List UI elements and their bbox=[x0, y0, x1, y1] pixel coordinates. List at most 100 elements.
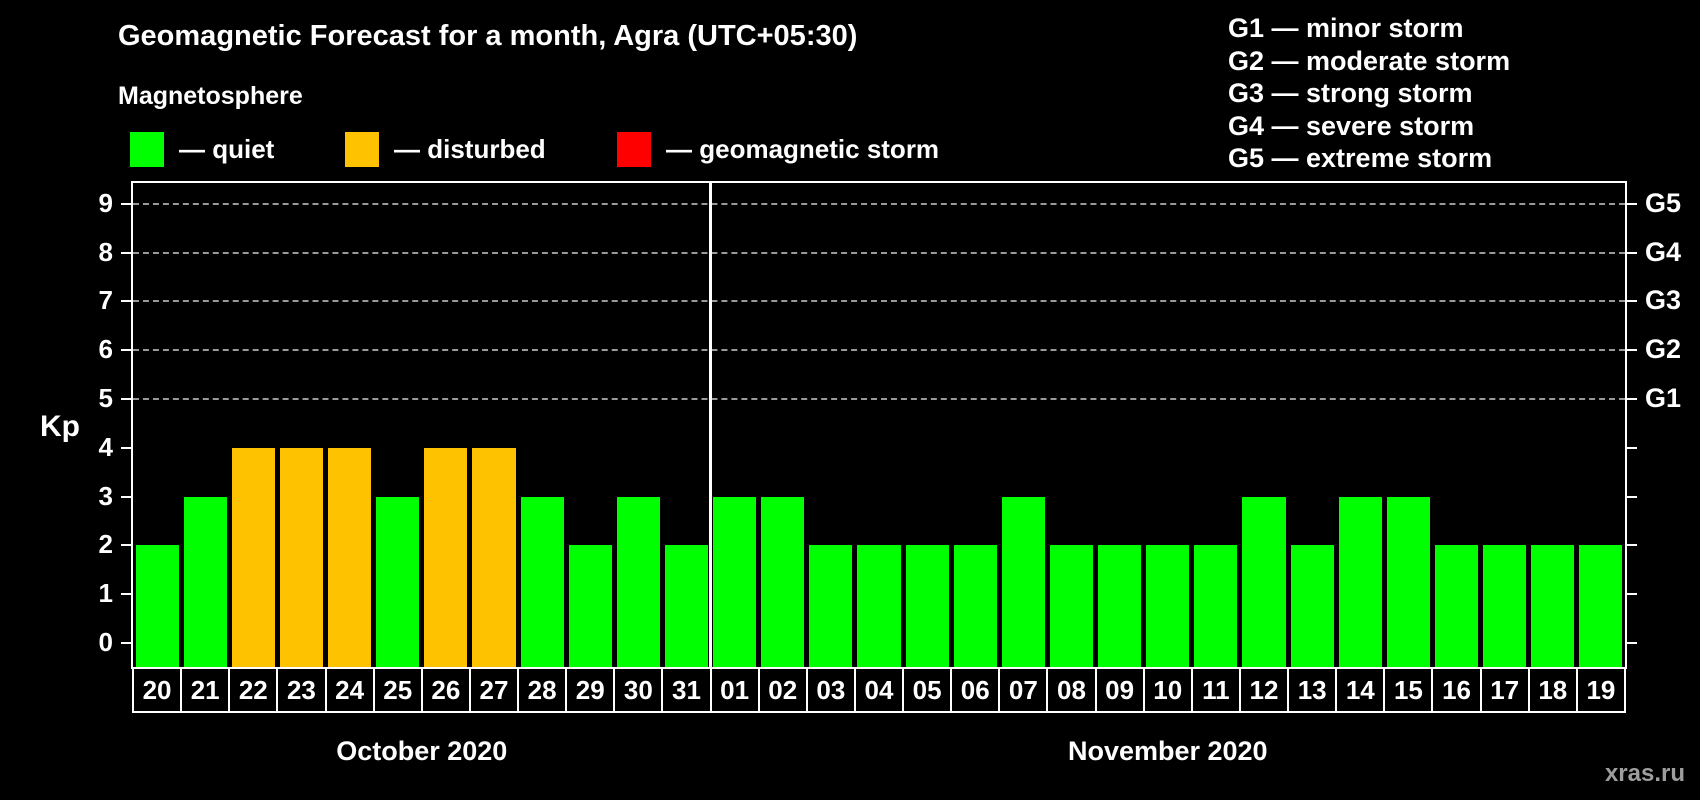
legend-item-label: — quiet bbox=[179, 134, 275, 164]
day-label-cell-november-11: 11 bbox=[1190, 667, 1241, 713]
kp-bar-october-21 bbox=[183, 496, 227, 667]
y-axis-tick-left-8 bbox=[121, 251, 133, 254]
y-axis-tick-left-3 bbox=[121, 495, 133, 498]
right-axis-label-g5: G5 bbox=[1645, 187, 1682, 218]
month-divider bbox=[709, 183, 713, 667]
kp-bar-october-22 bbox=[231, 447, 275, 667]
y-axis-tick-left-9 bbox=[121, 202, 133, 205]
y-axis-label-0: 0 bbox=[98, 627, 113, 657]
y-axis-tick-right-4 bbox=[1625, 446, 1637, 449]
kp-bar-november-04 bbox=[857, 545, 901, 667]
kp-bar-november-06 bbox=[953, 545, 997, 667]
day-label-cell-october-28: 28 bbox=[517, 667, 568, 713]
day-label-cell-november-15: 15 bbox=[1383, 667, 1434, 713]
kp-bar-november-07 bbox=[1001, 496, 1045, 667]
y-axis-label-9: 9 bbox=[98, 187, 113, 218]
y-axis-label-7: 7 bbox=[98, 285, 113, 316]
day-label-cell-october-30: 30 bbox=[613, 667, 664, 713]
kp-bar-november-12 bbox=[1242, 496, 1286, 667]
day-label-cell-november-07: 07 bbox=[998, 667, 1049, 713]
right-axis-label-g1: G1 bbox=[1645, 383, 1682, 413]
day-label-cell-october-24: 24 bbox=[324, 667, 375, 713]
kp-bar-november-05 bbox=[905, 545, 949, 667]
y-axis-tick-right-1 bbox=[1625, 593, 1637, 596]
day-label-cell-october-22: 22 bbox=[228, 667, 279, 713]
y-axis-tick-right-2 bbox=[1625, 544, 1637, 547]
day-label-cell-november-19: 19 bbox=[1575, 667, 1626, 713]
right-axis-label-g4: G4 bbox=[1645, 236, 1682, 267]
day-label-cell-november-04: 04 bbox=[853, 667, 905, 713]
kp-bar-november-02 bbox=[761, 496, 805, 667]
storm-color-swatch bbox=[617, 132, 651, 167]
watermark: xras.ru bbox=[1604, 760, 1685, 787]
y-axis-title: Kp bbox=[40, 410, 80, 443]
y-axis-label-8: 8 bbox=[98, 236, 113, 267]
y-axis-tick-right-6 bbox=[1625, 349, 1637, 352]
g-scale-legend: G1 — minor storm G2 — moderate storm G3 — … bbox=[1228, 12, 1510, 175]
legend-item-quiet: — quiet bbox=[130, 132, 274, 167]
y-axis-tick-right-9 bbox=[1625, 202, 1637, 205]
kp-bar-october-28 bbox=[520, 496, 564, 667]
kp-bar-october-29 bbox=[568, 545, 612, 667]
kp-bar-november-01 bbox=[713, 496, 757, 667]
kp-bar-october-24 bbox=[328, 447, 372, 667]
g-scale-line-3: G3 — strong storm bbox=[1228, 78, 1473, 108]
y-axis-tick-left-5 bbox=[121, 398, 133, 400]
day-label-cell-november-12: 12 bbox=[1238, 667, 1290, 713]
kp-bar-november-08 bbox=[1049, 545, 1094, 667]
day-label-cell-november-09: 09 bbox=[1094, 667, 1145, 713]
kp-bar-november-11 bbox=[1194, 545, 1238, 667]
y-axis-tick-left-4 bbox=[121, 446, 133, 449]
day-label-cell-november-17: 17 bbox=[1479, 667, 1530, 713]
kp-bar-october-30 bbox=[616, 496, 660, 667]
g-scale-line-5: G5 — extreme storm bbox=[1228, 143, 1493, 173]
day-label-cell-november-03: 03 bbox=[805, 667, 856, 713]
kp-bar-november-09 bbox=[1098, 545, 1142, 667]
g-scale-line-2: G2 — moderate storm bbox=[1228, 45, 1511, 76]
y-axis-tick-right-7 bbox=[1625, 300, 1637, 303]
y-axis-tick-left-0 bbox=[121, 642, 133, 644]
plot-frame bbox=[131, 181, 1627, 669]
day-label-cell-november-08: 08 bbox=[1046, 667, 1097, 713]
kp-bar-november-10 bbox=[1146, 545, 1190, 667]
kp-bar-october-26 bbox=[424, 447, 468, 667]
legend-item-storm: — geomagnetic storm bbox=[617, 132, 939, 167]
day-label-cell-november-02: 02 bbox=[757, 667, 808, 713]
disturbed-color-swatch bbox=[345, 132, 379, 167]
kp-bar-october-20 bbox=[135, 545, 179, 667]
y-axis-tick-left-1 bbox=[121, 593, 133, 596]
y-axis-tick-left-6 bbox=[121, 349, 133, 352]
kp-bar-november-03 bbox=[809, 545, 853, 667]
day-label-cell-october-20: 20 bbox=[132, 667, 183, 713]
day-label-cell-november-14: 14 bbox=[1335, 667, 1386, 713]
right-axis-label-g2: G2 bbox=[1645, 334, 1682, 365]
day-label-cell-november-01: 01 bbox=[709, 667, 760, 713]
day-label-cell-november-10: 10 bbox=[1142, 667, 1193, 713]
day-label-cell-november-16: 16 bbox=[1431, 667, 1482, 713]
y-axis-label-6: 6 bbox=[98, 334, 113, 365]
kp-gridline-9 bbox=[133, 202, 1625, 205]
kp-gridline-6 bbox=[133, 349, 1625, 352]
y-axis-tick-right-5 bbox=[1625, 398, 1637, 400]
day-label-cell-october-23: 23 bbox=[276, 667, 327, 713]
kp-bar-november-17 bbox=[1483, 545, 1527, 667]
g-scale-line-1: G1 — minor storm bbox=[1228, 13, 1464, 43]
kp-bar-november-13 bbox=[1290, 545, 1334, 667]
day-label-cell-october-21: 21 bbox=[180, 667, 231, 713]
y-axis-label-1: 1 bbox=[98, 578, 113, 609]
day-label-cell-october-29: 29 bbox=[565, 667, 616, 713]
day-label-cell-november-05: 05 bbox=[902, 667, 953, 713]
kp-gridline-7 bbox=[133, 300, 1625, 303]
y-axis-label-3: 3 bbox=[98, 480, 113, 511]
month-label-october: October 2020 bbox=[336, 736, 508, 766]
kp-bar-october-23 bbox=[279, 447, 323, 667]
day-label-cell-november-18: 18 bbox=[1527, 667, 1578, 713]
y-axis-tick-right-0 bbox=[1625, 642, 1637, 644]
kp-bar-november-16 bbox=[1434, 545, 1479, 667]
y-axis-tick-right-8 bbox=[1625, 251, 1637, 254]
y-axis-tick-left-2 bbox=[121, 544, 133, 547]
quiet-color-swatch bbox=[130, 132, 164, 167]
legend-item-disturbed: — disturbed bbox=[345, 132, 546, 167]
kp-gridline-8 bbox=[133, 251, 1625, 254]
